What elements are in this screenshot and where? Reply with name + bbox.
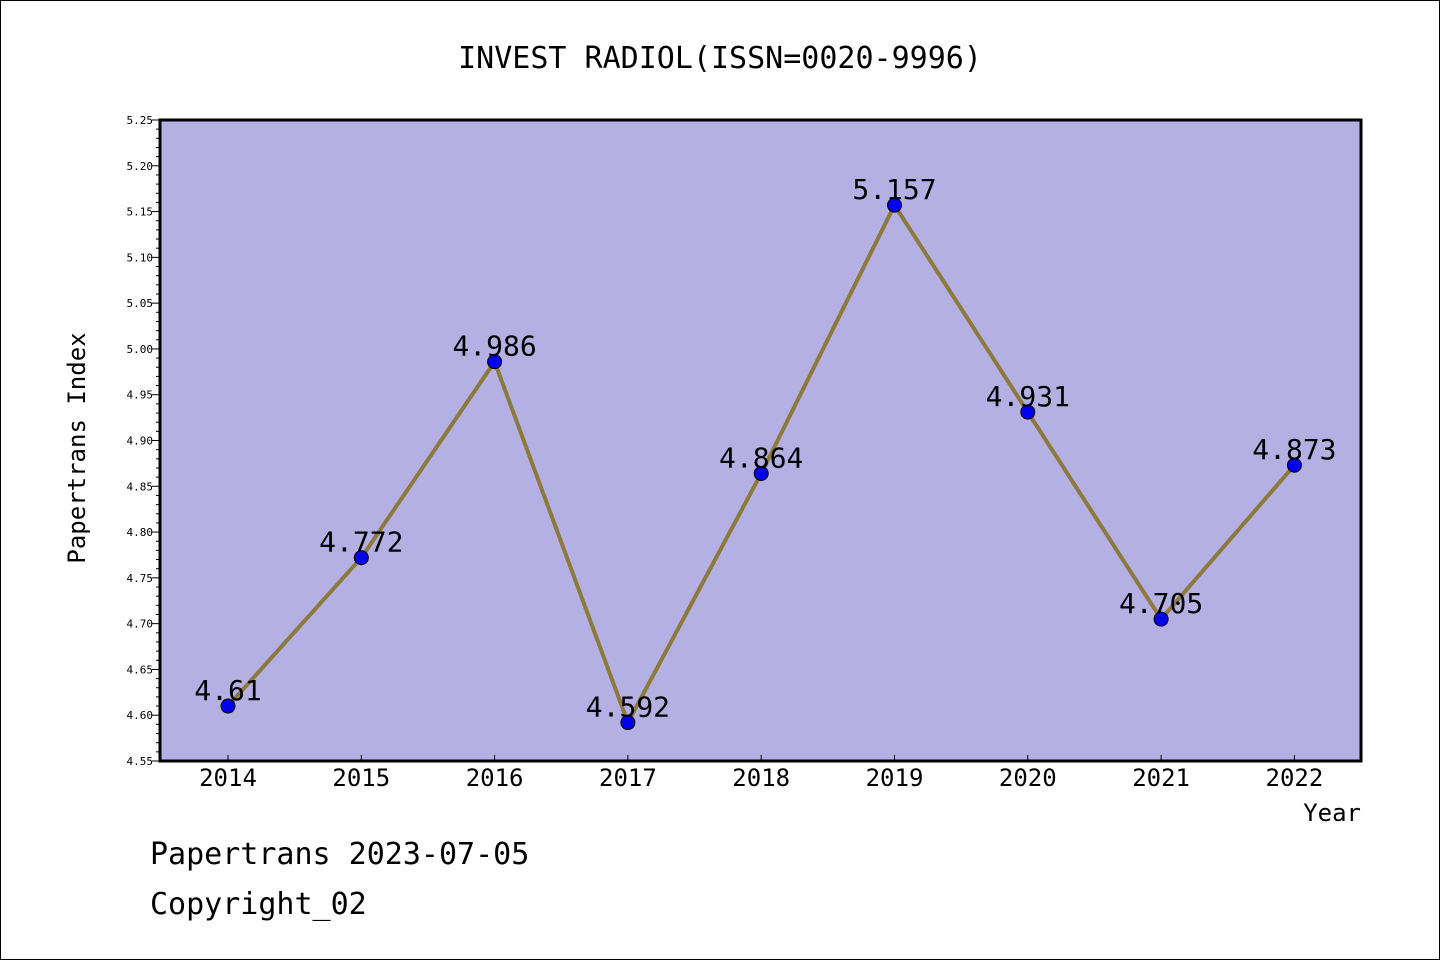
chart-title: INVEST RADIOL(ISSN=0020-9996) <box>458 41 982 76</box>
data-label: 4.931 <box>986 380 1070 413</box>
x-tick-label: 2014 <box>199 764 257 792</box>
x-tick-label: 2019 <box>866 764 924 792</box>
y-tick-label: 5.20 <box>127 160 154 173</box>
y-tick-label: 4.65 <box>127 663 154 676</box>
x-tick-label: 2016 <box>466 764 524 792</box>
data-label: 4.873 <box>1252 433 1336 466</box>
x-tick-label: 2020 <box>999 764 1057 792</box>
y-tick-label: 5.00 <box>127 343 154 356</box>
x-tick-label: 2018 <box>732 764 790 792</box>
data-point <box>353 550 369 566</box>
x-tick-label: 2017 <box>599 764 657 792</box>
data-label: 4.772 <box>319 526 403 559</box>
x-tick-label: 2022 <box>1266 764 1324 792</box>
y-tick-label: 4.70 <box>127 618 154 631</box>
y-axis-label: Papertrans Index <box>63 332 91 563</box>
y-tick-label: 5.15 <box>127 206 154 219</box>
y-tick-label: 4.60 <box>127 709 154 722</box>
y-axis: 4.55 4.60 4.65 4.70 4.75 4.80 4.85 4.90 4.95 5.00… <box>127 114 160 768</box>
data-label: 4.705 <box>1119 587 1203 620</box>
y-tick-label: 4.95 <box>127 389 154 402</box>
data-label: 5.157 <box>852 173 936 206</box>
x-tick-label: 2021 <box>1132 764 1190 792</box>
data-point <box>1286 457 1302 473</box>
data-point <box>620 715 636 731</box>
y-tick-label: 5.25 <box>127 114 154 127</box>
y-tick-label: 4.75 <box>127 572 154 585</box>
y-tick-label: 5.05 <box>127 297 154 310</box>
x-axis-label: Year <box>1303 799 1361 827</box>
data-point <box>1020 404 1036 420</box>
y-tick-label: 4.55 <box>127 755 154 768</box>
y-tick-label: 4.85 <box>127 480 154 493</box>
data-point <box>887 197 902 213</box>
x-tick-label: 2015 <box>332 764 390 792</box>
data-point <box>1153 611 1169 627</box>
data-label: 4.986 <box>452 330 536 363</box>
data-label: 4.864 <box>719 441 803 474</box>
y-tick-label: 4.90 <box>127 435 154 448</box>
data-point <box>487 354 503 370</box>
data-point <box>753 465 769 481</box>
series-layer: 4.61 4.772 4.986 4.592 4.864 5.157 4.931 4.705 4… <box>194 173 1337 731</box>
footer-copyright: Copyright_02 <box>150 887 367 922</box>
data-label: 4.61 <box>194 674 261 707</box>
y-tick-label: 4.80 <box>127 526 154 539</box>
footer-date: Papertrans 2023-07-05 <box>150 837 529 872</box>
data-point <box>220 698 236 714</box>
plot-area <box>158 118 1363 763</box>
data-label: 4.592 <box>586 691 670 724</box>
x-axis: 2014 2015 2016 2017 2018 2019 2020 2021 2022 <box>199 755 1323 792</box>
y-tick-label: 5.10 <box>127 251 154 264</box>
